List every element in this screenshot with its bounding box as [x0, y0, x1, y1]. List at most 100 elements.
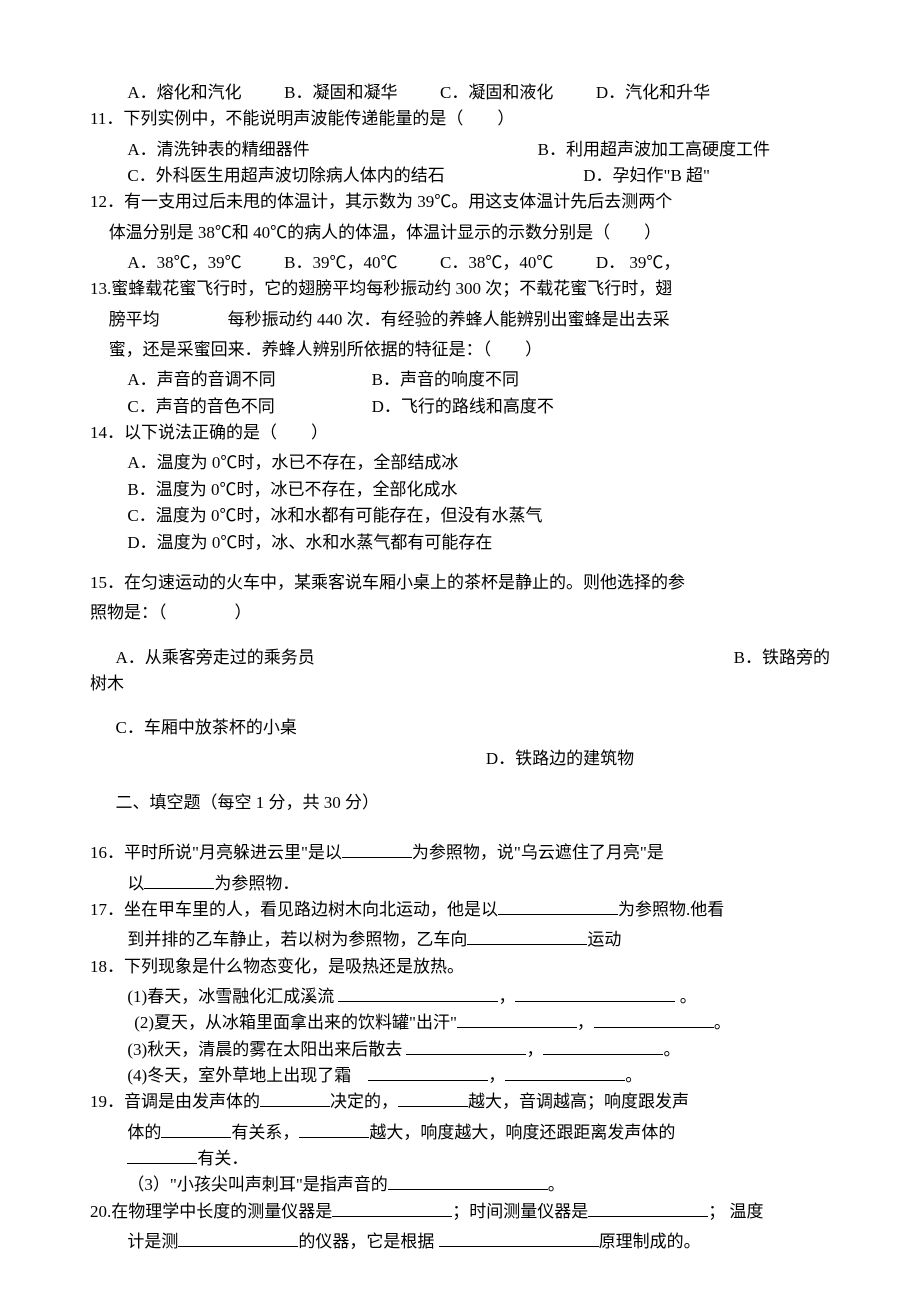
q13-optA: A．声音的音调不同 [127, 367, 367, 393]
blank[interactable] [178, 1229, 298, 1247]
q11-row2: C．外科医生用超声波切除病人体内的结石 D．孕妇作"B 超" [90, 163, 830, 189]
q11-optA: A．清洗钟表的精细器件 [90, 137, 310, 163]
q18-s2a: (2)夏天，从冰箱里面拿出来的饮料罐"出汗" [134, 1013, 457, 1032]
blank[interactable] [588, 1199, 708, 1217]
q15-optB-p2: 树木 [90, 671, 830, 697]
q19-l1b: 决定的， [330, 1092, 398, 1111]
q15-line2: 照物是：（ ） [90, 600, 830, 626]
q13-row2: C．声音的音色不同 D．飞行的路线和高度不 [90, 394, 830, 420]
q13-line2: 膀平均 每秒振动约 440 次．有经验的养蜂人能辨别出蜜蜂是出去采 [90, 307, 830, 333]
q11-row1: A．清洗钟表的精细器件 B．利用超声波加工高硬度工件 [90, 137, 830, 163]
q18-s1end: 。 [675, 987, 696, 1006]
blank[interactable] [342, 840, 412, 858]
q13-optD: D．飞行的路线和高度不 [372, 397, 554, 416]
blank[interactable] [161, 1120, 231, 1138]
q16-l1b: 为参照物，说"乌云遮住了月亮"是 [412, 843, 664, 862]
q12-line1: 12．有一支用过后未甩的体温计，其示数为 39℃。用这支体温计先后去测两个 [90, 189, 830, 215]
q17-l1b: 为参照物.他看 [618, 900, 724, 919]
q13-line3: 蜜，还是采蜜回来．养蜂人辨别所依据的特征是：（ ） [90, 337, 830, 363]
q12-optB: B．39℃，40℃ [284, 250, 397, 276]
blank[interactable] [594, 1010, 714, 1028]
q18-s2: (2)夏天，从冰箱里面拿出来的饮料罐"出汗"，。 [90, 1010, 830, 1036]
blank[interactable] [260, 1089, 330, 1107]
blank[interactable] [457, 1010, 577, 1028]
q18-s3mid: ， [526, 1040, 543, 1059]
blank[interactable] [406, 1037, 526, 1055]
q19-l1a: 19．音调是由发声体的 [90, 1092, 260, 1111]
q15-optB-p1: B．铁路旁的 [734, 645, 830, 671]
blank[interactable] [127, 1146, 197, 1164]
q18-s1mid: ， [498, 987, 515, 1006]
q14-optC: C．温度为 0℃时，冰和水都有可能存在，但没有水蒸气 [90, 503, 830, 529]
q20-l1c: ； 温度 [708, 1202, 763, 1221]
q20-l2a: 计是测 [127, 1232, 178, 1251]
q15-optC: C．车厢中放茶杯的小桌 [90, 715, 830, 741]
q14-optD: D．温度为 0℃时，冰、水和水蒸气都有可能存在 [90, 530, 830, 556]
q14-stem: 14．以下说法正确的是（ ） [90, 420, 830, 446]
q14-optA: A．温度为 0℃时，水已不存在，全部结成冰 [90, 450, 830, 476]
q20-l2b: 的仪器，它是根据 [298, 1232, 438, 1251]
q19-l4a: （3）"小孩尖叫声刺耳"是指声音的 [127, 1175, 387, 1194]
q15-row1: A．从乘客旁走过的乘务员 B．铁路旁的 [90, 645, 830, 671]
q19-l4b: 。 [548, 1175, 565, 1194]
q11-optC: C．外科医生用超声波切除病人体内的结石 [90, 163, 445, 189]
q16-l1a: 16．平时所说"月亮躲进云里"是以 [90, 843, 342, 862]
q18-s4a: (4)冬天，室外草地上出现了霜 [127, 1066, 368, 1085]
q18-s1: (1)春天，冰雪融化汇成溪流 ， 。 [90, 984, 830, 1010]
blank[interactable] [543, 1037, 663, 1055]
q19-l2b: 有关系， [231, 1123, 299, 1142]
q17-l2: 到并排的乙车静止，若以树为参照物，乙车向 运动 [90, 927, 830, 953]
q19-l1: 19．音调是由发声体的决定的，越大，音调越高；响度跟发声 [90, 1089, 830, 1115]
q15-optA: A．从乘客旁走过的乘务员 [116, 645, 315, 671]
q13-optC: C．声音的音色不同 [127, 394, 367, 420]
blank[interactable] [388, 1172, 548, 1190]
blank[interactable] [505, 1063, 625, 1081]
q18-stem: 18．下列现象是什么物态变化，是吸热还是放热。 [90, 954, 830, 980]
blank[interactable] [332, 1199, 452, 1217]
q12-line2: 体温分别是 38℃和 40℃的病人的体温，体温计显示的示数分别是（ ） [90, 220, 830, 246]
q19-l4: （3）"小孩尖叫声刺耳"是指声音的 。 [90, 1172, 830, 1198]
q10-optC: C．凝固和液化 [440, 80, 553, 106]
q20-l1b: ；时间测量仪器是 [452, 1202, 588, 1221]
q17-l1a: 17．坐在甲车里的人，看见路边树木向北运动，他是以 [90, 900, 498, 919]
q12-optC: C．38℃，40℃ [440, 250, 553, 276]
q18-s4mid: ， [488, 1066, 505, 1085]
section2-title: 二、填空题（每空 1 分，共 30 分） [90, 790, 830, 816]
q13-optB: B．声音的响度不同 [372, 370, 519, 389]
q18-s3a: (3)秋天，清晨的雾在太阳出来后散去 [127, 1040, 406, 1059]
q17-l2a: 到并排的乙车静止，若以树为参照物，乙车向 [127, 930, 467, 949]
blank[interactable] [515, 984, 675, 1002]
q18-s4: (4)冬天，室外草地上出现了霜 ，。 [90, 1063, 830, 1089]
q19-l3: 有关． [90, 1146, 830, 1172]
q17: 17．坐在甲车里的人，看见路边树木向北运动，他是以 为参照物.他看 [90, 897, 830, 923]
blank[interactable] [338, 984, 498, 1002]
q18-s1a: (1)春天，冰雪融化汇成溪流 [127, 987, 338, 1006]
q19-l2: 体的 有关系， 越大，响度越大，响度还跟距离发声体的 [90, 1120, 830, 1146]
blank[interactable] [498, 897, 618, 915]
q18-s3: (3)秋天，清晨的雾在太阳出来后散去 ， 。 [90, 1037, 830, 1063]
q13-row1: A．声音的音调不同 B．声音的响度不同 [90, 367, 830, 393]
q10-options: A．熔化和汽化 B．凝固和凝华 C．凝固和液化 D．汽化和升华 [90, 80, 830, 106]
q16-l2: 以为参照物． [90, 871, 830, 897]
q16-l2a: 以 [127, 874, 144, 893]
q19-l2c: 越大，响度越大，响度还跟距离发声体的 [369, 1123, 675, 1142]
q17-l2b: 运动 [587, 930, 621, 949]
q13-line1: 13.蜜蜂载花蜜飞行时，它的翅膀平均每秒振动约 300 次；不载花蜜飞行时，翅 [90, 276, 830, 302]
q20-l2: 计是测 的仪器，它是根据 原理制成的。 [90, 1229, 830, 1255]
q12-options: A．38℃，39℃ B．39℃，40℃ C．38℃，40℃ D． 39℃， [90, 250, 830, 276]
blank[interactable] [467, 927, 587, 945]
q20-l2c: 原理制成的。 [599, 1232, 701, 1251]
q19-l3b: 有关． [197, 1149, 248, 1168]
blank[interactable] [299, 1120, 369, 1138]
q11-optB: B．利用超声波加工高硬度工件 [538, 137, 830, 163]
blank[interactable] [368, 1063, 488, 1081]
q10-optA: A．熔化和汽化 [127, 80, 241, 106]
blank[interactable] [144, 871, 214, 889]
q18-s3end: 。 [663, 1040, 680, 1059]
blank[interactable] [439, 1229, 599, 1247]
q18-s2end: 。 [714, 1013, 731, 1032]
q19-l2a: 体的 [127, 1123, 161, 1142]
blank[interactable] [398, 1089, 468, 1107]
q15-optD: D．铁路边的建筑物 [90, 746, 830, 772]
q11-optD: D．孕妇作"B 超" [583, 163, 830, 189]
